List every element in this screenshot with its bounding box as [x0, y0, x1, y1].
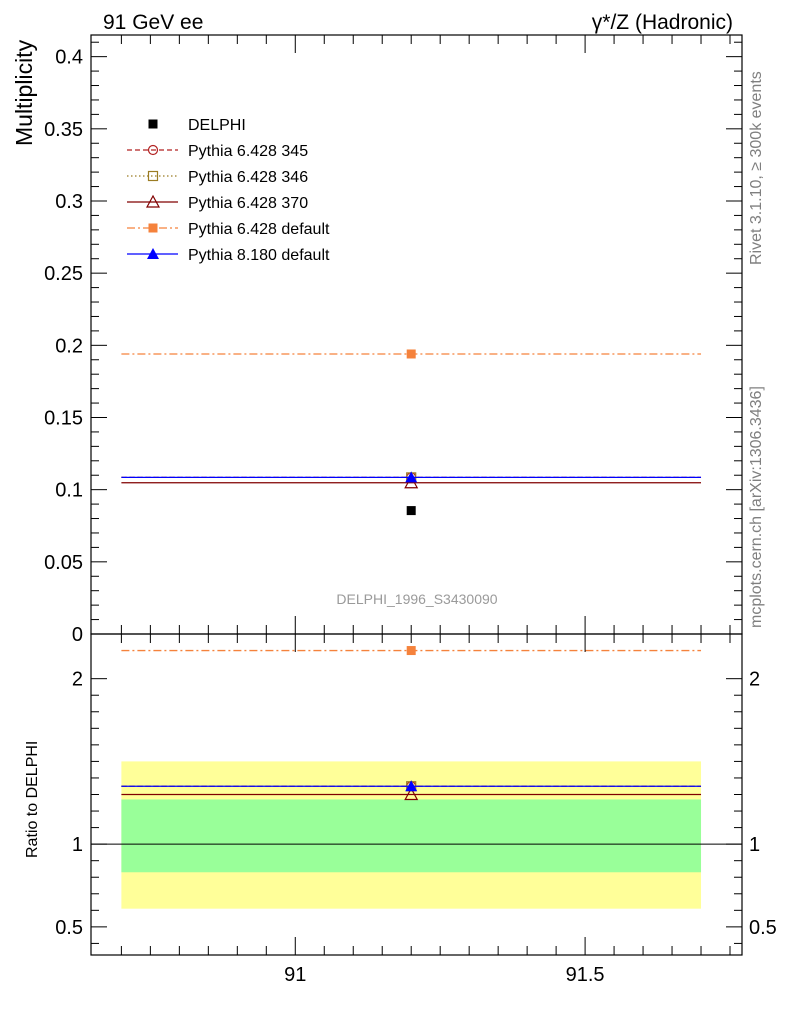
legend-label-4: Pythia 6.428 default	[188, 221, 330, 238]
legend-marker-3	[145, 194, 161, 208]
legend-label-5: Pythia 8.180 default	[188, 247, 330, 264]
legend: DELPHI Pythia 6.428 345 Pythia 6.428 346 Py…	[127, 117, 330, 264]
ratio-panel: 0.5 0.5 1 1 2 2 91 91.5	[55, 633, 777, 986]
y-tick-label: 0.2	[55, 335, 83, 357]
ratio-data-point-3	[406, 646, 416, 656]
y-tick-label: 2	[72, 669, 83, 691]
legend-label-0: DELPHI	[188, 117, 246, 134]
main-panel: 0 0.05 0.1 0.15 0.2 0.25 0.3 0.35 0.4	[44, 34, 743, 646]
y-tick-label: 0.4	[55, 47, 83, 69]
ratio-y-axis-title: Ratio to DELPHI	[24, 741, 41, 858]
y-tick-label: 0.15	[44, 407, 83, 429]
legend-marker-2	[147, 170, 159, 182]
y-tick-label-right: 0.5	[749, 917, 777, 939]
y-tick-label: 0	[72, 624, 83, 646]
data-point-0	[406, 506, 416, 516]
legend-label-2: Pythia 6.428 346	[188, 169, 308, 186]
legend-marker-0	[148, 119, 158, 129]
x-tick-label: 91.5	[566, 964, 605, 986]
legend-marker-5	[147, 248, 159, 259]
legend-marker-1	[147, 144, 159, 156]
header-right: γ*/Z (Hadronic)	[592, 11, 733, 34]
ratio-data-point-4	[405, 780, 418, 792]
y-tick-label-right: 2	[749, 669, 760, 691]
y-tick-label: 0.25	[44, 263, 83, 285]
ratio-data-point-2	[404, 787, 419, 801]
side-label-bottom: mcplots.cern.ch [arXiv:1306.3436]	[748, 386, 765, 628]
analysis-watermark: DELPHI_1996_S3430090	[336, 591, 497, 607]
y-tick-label-right: 1	[749, 834, 760, 856]
y-tick-label: 1	[72, 834, 83, 856]
y-tick-label: 0.05	[44, 552, 83, 574]
header-left: 91 GeV ee	[103, 11, 203, 34]
side-label-top: Rivet 3.1.10, ≥ 300k events	[748, 71, 765, 265]
data-point-4	[406, 349, 416, 359]
ratio-band-inner	[121, 799, 702, 873]
legend-label-3: Pythia 6.428 370	[188, 195, 308, 212]
legend-marker-4	[148, 223, 158, 233]
y-tick-label: 0.1	[55, 480, 83, 502]
x-tick-label: 91	[284, 964, 306, 986]
legend-label-1: Pythia 6.428 345	[188, 143, 308, 160]
main-y-axis-title: Multiplicity	[11, 39, 37, 146]
data-point-5	[405, 471, 418, 483]
y-tick-label: 0.3	[55, 191, 83, 213]
y-tick-label: 0.5	[55, 917, 83, 939]
y-tick-label: 0.35	[44, 119, 83, 141]
